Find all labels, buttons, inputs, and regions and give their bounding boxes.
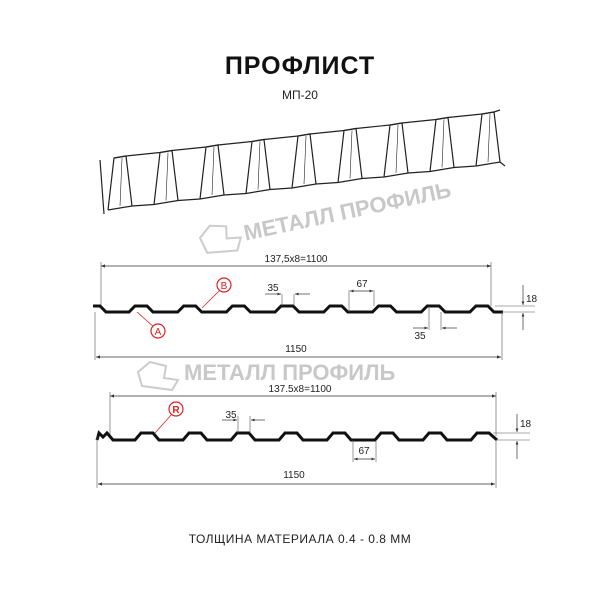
sheet-front-edge [107, 161, 506, 211]
bottom-35-label: 35 [414, 331, 426, 342]
sheet-rib [395, 124, 399, 174]
sheet-back-edge [99, 109, 501, 215]
sheet-rib [211, 146, 215, 196]
marker-r [168, 401, 184, 417]
page-title: ПРОФЛИСТ [224, 52, 376, 80]
watermark-text-1: МЕТАЛЛ ПРОФИЛЬ [241, 177, 453, 245]
watermark-logo-1: МЕТАЛЛ ПРОФИЛЬ [198, 177, 453, 254]
sheet-rib [165, 152, 169, 201]
material-thickness-note: ТОЛЩИНА МАТЕРИАЛА 0.4 - 0.8 ММ [188, 532, 412, 546]
profile-a-drawing: 137,5x8=1100 1150 35 67 35 18 A B [93, 254, 538, 360]
sheet-rib [257, 141, 261, 190]
marker-b-label: B [221, 281, 228, 292]
marker-a-label: A [155, 327, 162, 338]
pitch-label-r: 137.5x8=1100 [269, 384, 332, 395]
sheet-perspective-view [99, 109, 506, 215]
height-label: 18 [526, 294, 538, 305]
watermark-text-2: МЕТАЛЛ ПРОФИЛЬ [184, 360, 396, 385]
model-subtitle: МП-20 [282, 88, 318, 102]
sheet-rib [349, 130, 353, 179]
sheet-rib [119, 157, 123, 207]
top-width-label-r: 35 [225, 410, 237, 421]
pitch-label: 137,5x8=1100 [265, 254, 328, 265]
top-width-label: 35 [267, 283, 279, 294]
sheet-rib [303, 135, 307, 185]
width-label: 1150 [285, 344, 307, 355]
width-label-r: 1150 [283, 470, 305, 481]
height-label-r: 18 [520, 419, 532, 430]
marker-a [150, 323, 166, 339]
profile-r-drawing: 137.5x8=1100 1150 35 67 18 R [95, 384, 532, 488]
bottom-width-label: 67 [356, 279, 368, 290]
watermark-logo-2: МЕТАЛЛ ПРОФИЛЬ [136, 360, 396, 392]
marker-r-label: R [172, 405, 180, 416]
marker-b [216, 277, 232, 293]
bottom-width-label-r: 67 [358, 446, 370, 457]
sheet-rib [441, 119, 445, 168]
sheet-rib [487, 113, 491, 163]
